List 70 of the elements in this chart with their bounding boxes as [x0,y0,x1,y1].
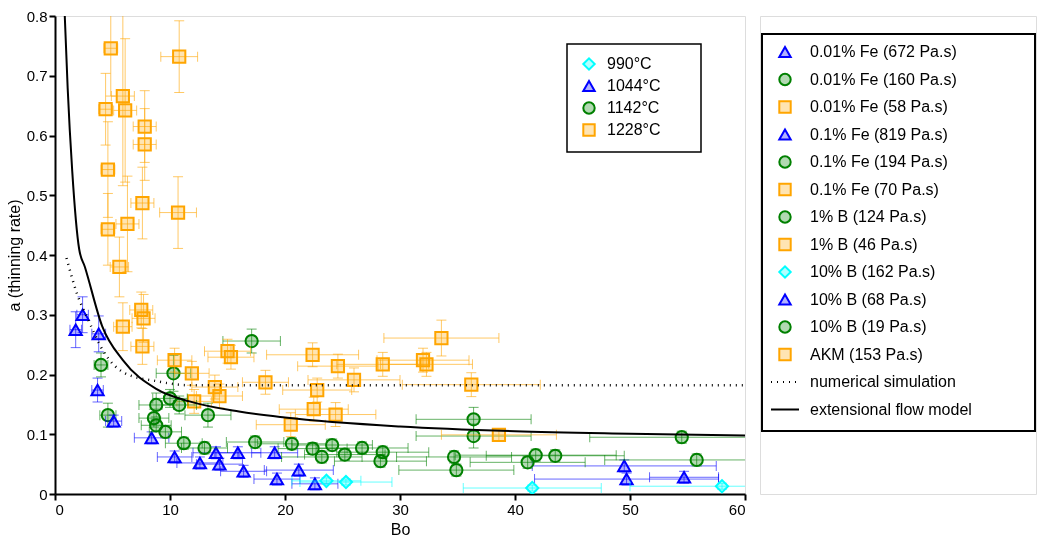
x-tick-label: 60 [728,500,746,518]
point [212,388,227,404]
point [714,479,730,494]
point [134,302,149,318]
point [258,375,273,390]
point [170,205,186,220]
legend-label: 0.01% Fe (672 Pa.s) [810,43,957,60]
y-tick-label: 0 [39,485,48,503]
y-axis-title: a (thinning rate) [5,199,23,312]
point [330,359,346,374]
point [137,137,152,152]
point [137,119,152,134]
x-tick-label: 40 [507,500,524,518]
x-tick-label: 30 [392,500,409,518]
y-tick-label: 0.5 [26,186,48,204]
legend-label: 10% B (162 Pa.s) [810,263,936,280]
legend-label: 0.1% Fe (70 Pa.s) [810,180,939,198]
point [115,88,130,104]
point [200,408,216,423]
legend-label: 1228°C [607,121,661,138]
point [464,377,479,392]
point [525,480,540,494]
line-series [63,16,745,437]
legend-label: 10% B (68 Pa.s) [810,290,927,308]
point [135,195,150,211]
point [172,49,187,64]
point [346,372,362,387]
point [419,357,434,372]
x-tick-label: 20 [277,500,294,518]
x-tick-label: 0 [55,500,64,518]
legend-label: 1044°C [607,77,661,94]
legend-label: numerical simulation [810,373,956,390]
y-tick-label: 0.1 [26,425,48,443]
x-tick-label: 10 [162,500,179,518]
point [220,344,235,359]
legend-label: AKM (153 Pa.s) [810,345,923,363]
x-tick-label: 50 [622,500,639,518]
legend-label: 990°C [607,55,652,72]
point [184,366,199,381]
x-axis-title: Bo [390,520,411,538]
point [338,474,354,490]
legend-label: 1142°C [607,99,660,116]
point [466,412,481,427]
point [375,357,390,372]
point [118,103,133,118]
y-tick-label: 0.8 [26,7,48,25]
y-tick-label: 0.2 [26,366,48,383]
point [306,402,321,417]
y-tick-label: 0.7 [26,67,48,85]
legend-label: 1% B (124 Pa.s) [810,208,927,225]
point [305,347,320,362]
point [167,353,182,368]
legend-label: 0.1% Fe (819 Pa.s) [810,125,948,143]
point [434,330,449,346]
point [135,339,150,354]
point [310,382,325,398]
legend-label: 1% B (46 Pa.s) [810,235,918,253]
point [283,417,298,432]
legend-label: 0.01% Fe (160 Pa.s) [810,70,957,88]
legend-label: extensional flow model [810,400,972,418]
legend-label: 0.1% Fe (194 Pa.s) [810,153,948,170]
y-tick-label: 0.3 [26,306,48,324]
y-tick-label: 0.6 [26,127,48,144]
y-tick-label: 0.4 [26,246,48,264]
point [120,216,135,232]
point [244,333,259,349]
point [319,473,334,488]
legend-label: 0.01% Fe (58 Pa.s) [810,98,948,115]
legend-label: 10% B (19 Pa.s) [810,318,927,335]
point [328,407,343,422]
